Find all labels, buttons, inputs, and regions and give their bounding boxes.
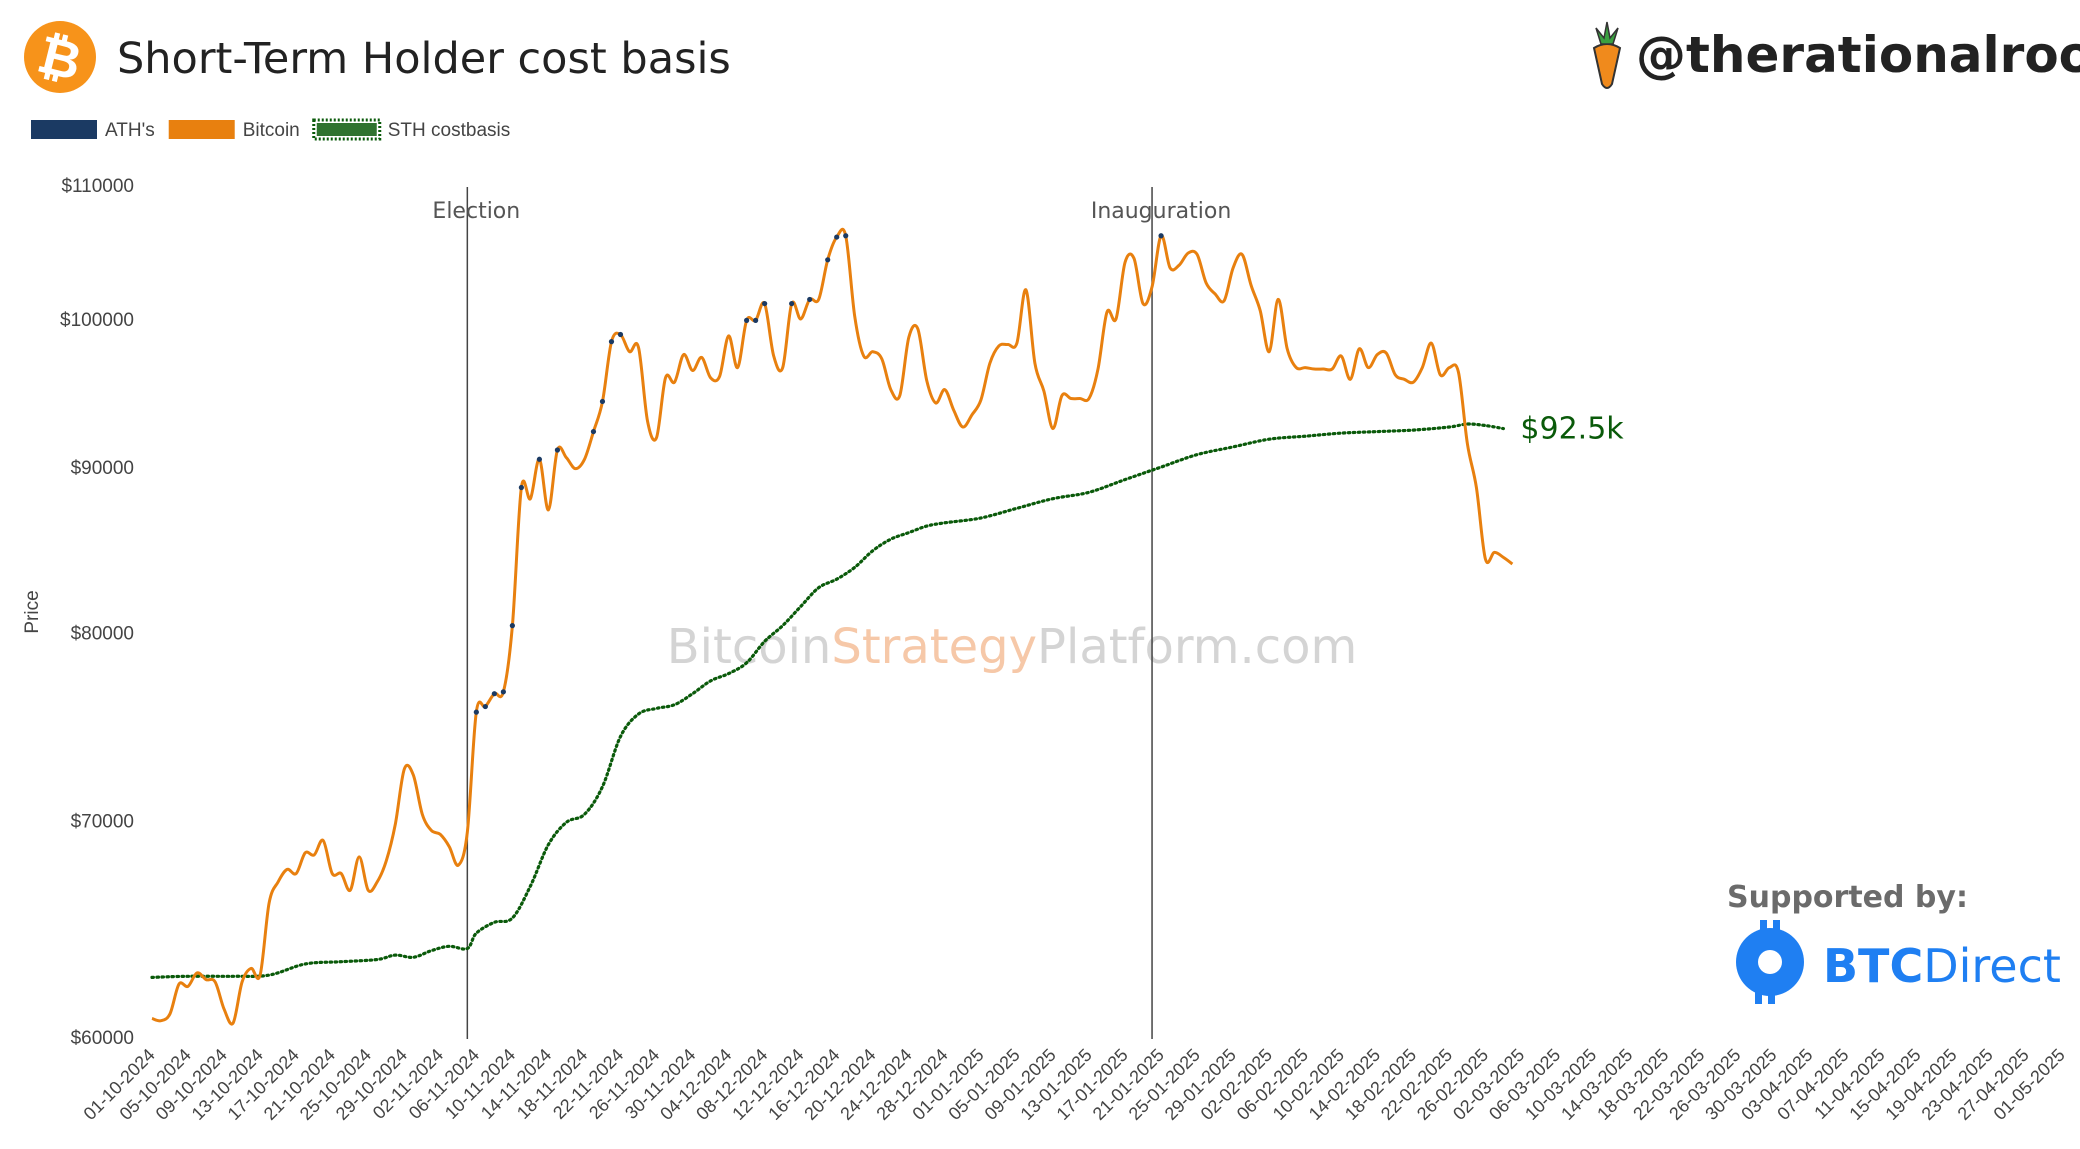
y-axis-label: Price: [22, 590, 43, 633]
sth-costbasis-line: [150, 422, 1505, 979]
watermark: BitcoinStrategyPlatform.com: [667, 619, 1358, 675]
supported-by-label: Supported by:: [1727, 880, 1968, 915]
sponsor-name: BTCDirect: [1823, 939, 2061, 993]
ath-marker: [518, 484, 524, 491]
y-tick-label: $100000: [60, 310, 134, 331]
chart-title: Short-Term Holder cost basis: [117, 34, 731, 84]
y-tick-label: $110000: [61, 176, 134, 197]
y-tick-label: $90000: [71, 458, 134, 479]
ath-marker: [500, 689, 506, 695]
legend-entry: STH costbasis: [312, 118, 510, 141]
ath-marker: [608, 339, 615, 345]
y-axis: $60000 $70000 $80000 $90000 $100000 $110000: [60, 176, 134, 1049]
ath-marker: [536, 456, 543, 462]
carrot-icon: [1592, 21, 1622, 89]
event-label: Election: [432, 199, 520, 224]
ath-marker: [807, 296, 813, 303]
legend-label: Bitcoin: [243, 120, 300, 141]
ath-marker: [825, 257, 831, 263]
sponsor-name-part-2: Direct: [1923, 939, 2061, 993]
ath-marker: [744, 317, 750, 323]
ath-marker: [617, 331, 624, 338]
watermark-part-3: Platform: [1037, 619, 1239, 675]
legend-swatch: [31, 120, 97, 139]
ath-marker: [482, 703, 488, 710]
legend-entry: ATH's: [31, 120, 155, 141]
legend-entry: Bitcoin: [168, 120, 300, 141]
legend-swatch: [312, 118, 382, 141]
event-annotations: Election Inauguration: [432, 187, 1231, 1039]
ath-marker: [753, 317, 759, 323]
handle-text: @therationalroot: [1636, 26, 2080, 84]
ath-marker: [473, 709, 479, 715]
ath-marker: [599, 398, 606, 405]
watermark-part-2: Strategy: [831, 619, 1037, 675]
legend-label: STH costbasis: [388, 120, 510, 141]
x-axis: 01-10-202405-10-202409-10-202413-10-2024…: [80, 1045, 2069, 1124]
ath-marker: [834, 234, 840, 240]
legend-swatch: [168, 120, 235, 139]
y-tick-label: $70000: [71, 811, 134, 832]
ath-marker: [843, 233, 849, 239]
legend: ATH's Bitcoin STH costbasis: [31, 118, 510, 141]
event-label: Inauguration: [1091, 199, 1231, 224]
ath-marker: [554, 447, 561, 453]
ath-marker: [491, 691, 497, 697]
ath-marker: [789, 300, 795, 307]
ath-marker: [1158, 233, 1164, 239]
sth-end-label: $92.5k: [1520, 412, 1624, 447]
sponsor-name-part-1: BTC: [1823, 939, 1923, 993]
y-tick-label: $60000: [71, 1028, 134, 1049]
watermark-part-4: .com: [1239, 619, 1357, 675]
y-tick-label: $80000: [71, 624, 134, 645]
bitcoin-logo-icon: ₿: [24, 21, 96, 93]
btcdirect-logo-icon: [1736, 920, 1804, 1004]
ath-marker: [590, 428, 597, 435]
watermark-part-1: Bitcoin: [667, 619, 832, 675]
series-layer: [150, 227, 1514, 1026]
ath-marker: [762, 300, 768, 307]
legend-swatch-fill: [316, 123, 377, 136]
ath-marker: [509, 623, 515, 629]
legend-label: ATH's: [105, 120, 155, 141]
